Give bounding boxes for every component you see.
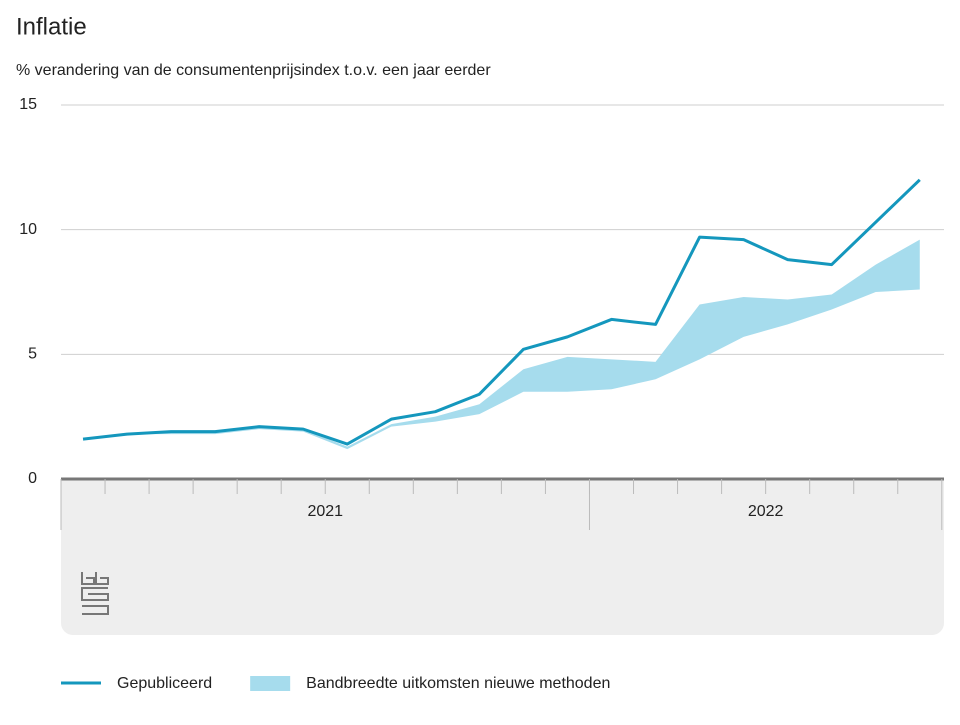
- y-tick-label: 0: [28, 470, 37, 487]
- y-tick-label: 10: [19, 221, 37, 238]
- legend-swatch: [250, 676, 291, 691]
- chart-subtitle: % verandering van de consumentenprijsind…: [16, 62, 491, 79]
- axis-panel: [61, 479, 944, 635]
- x-group-label: 2022: [748, 503, 784, 520]
- series-line: [82, 178, 921, 446]
- y-tick-label: 15: [19, 96, 37, 113]
- y-tick-label: 5: [28, 346, 37, 363]
- chart-title: Inflatie: [16, 13, 87, 40]
- band-area: [83, 239, 920, 450]
- x-group-label: 2021: [307, 503, 343, 520]
- legend-label: Gepubliceerd: [117, 675, 212, 692]
- logo: [81, 572, 109, 615]
- legend-label: Bandbreedte uitkomsten nieuwe methoden: [306, 675, 610, 692]
